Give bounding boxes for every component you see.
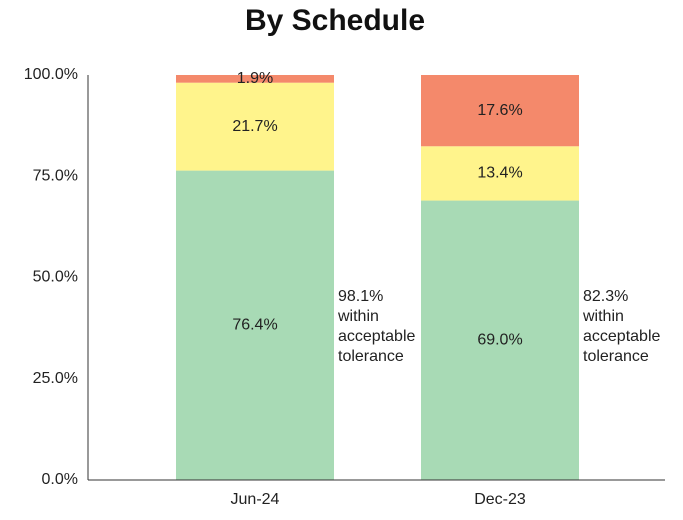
bar-segment <box>176 75 334 83</box>
y-tick-label: 100.0% <box>24 66 78 83</box>
annotation: 98.1% <box>338 288 383 305</box>
data-label: 17.6% <box>477 102 522 119</box>
annotation: tolerance <box>583 348 649 365</box>
data-label: 1.9% <box>237 70 273 87</box>
data-label: 76.4% <box>232 317 277 334</box>
bar-segment <box>176 170 334 480</box>
bar-segment <box>421 200 579 481</box>
annotation: acceptable <box>338 328 415 345</box>
annotation: 82.3% <box>583 288 628 305</box>
y-tick-label: 75.0% <box>33 167 78 184</box>
bar-segment <box>176 82 334 171</box>
x-tick-label: Jun-24 <box>231 491 280 508</box>
annotation: acceptable <box>583 328 660 345</box>
annotation: within <box>582 308 624 325</box>
bar-segment <box>421 146 579 201</box>
data-label: 69.0% <box>477 331 522 348</box>
y-tick-label: 25.0% <box>33 370 78 387</box>
y-tick-label: 50.0% <box>33 269 78 286</box>
chart-title: By Schedule <box>245 4 425 37</box>
x-tick-label: Dec-23 <box>474 491 526 508</box>
data-label: 21.7% <box>232 118 277 135</box>
data-label: 13.4% <box>477 165 522 182</box>
annotation: tolerance <box>338 348 404 365</box>
bar-segment <box>421 75 579 147</box>
annotation: within <box>337 308 379 325</box>
y-tick-label: 0.0% <box>42 471 78 488</box>
